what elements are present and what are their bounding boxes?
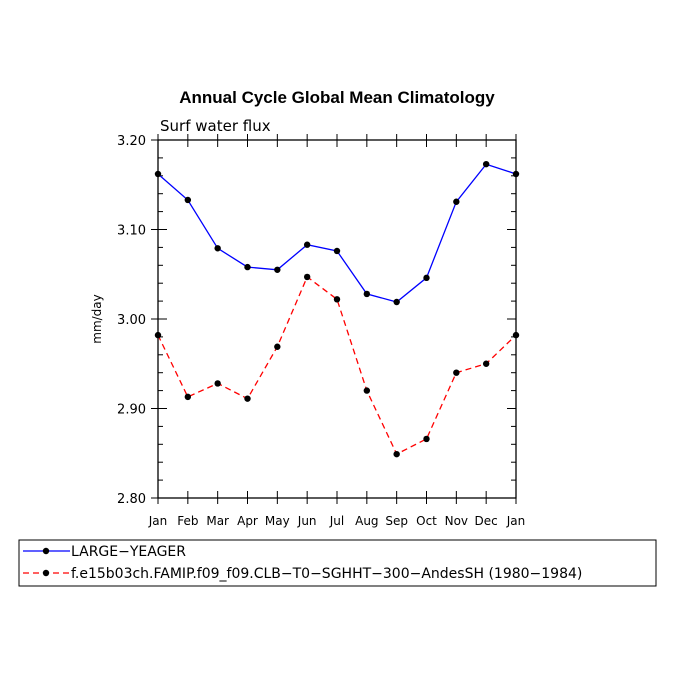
- x-tick-label: Oct: [416, 514, 437, 528]
- legend-marker-1: [42, 547, 50, 555]
- data-point: [363, 387, 371, 394]
- legend-label-2: f.e15b03ch.FAMIP.f09_f09.CLB−T0−SGHHT−30…: [71, 566, 582, 582]
- data-point: [512, 170, 520, 178]
- data-point: [393, 298, 400, 306]
- y-tick-label: 3.10: [117, 224, 146, 239]
- x-tick-labels: Jan Feb Mar Apr May Jun Jul Aug Sep Oct Nov Dec Jan: [148, 514, 526, 528]
- x-tick-label: Jun: [297, 514, 317, 528]
- y-tick-label: 3.00: [117, 313, 146, 328]
- x-tick-label: Feb: [177, 514, 198, 528]
- axis-ticks: [151, 134, 517, 504]
- legend-marker-2: [42, 569, 50, 577]
- legend-label-1: LARGE−YEAGER: [71, 544, 186, 560]
- chart-title: Annual Cycle Global Mean Climatology: [179, 88, 495, 107]
- data-point: [453, 369, 460, 376]
- x-tick-label: Jan: [506, 514, 526, 528]
- data-point: [244, 395, 251, 402]
- data-point: [214, 245, 221, 252]
- y-tick-label: 3.20: [117, 134, 146, 149]
- x-tick-label: Jan: [148, 514, 168, 528]
- y-tick-label: 2.90: [117, 403, 146, 418]
- series-lines: [154, 160, 520, 458]
- data-point: [244, 263, 251, 271]
- data-point: [274, 266, 281, 273]
- y-tick-label: 2.80: [117, 492, 146, 507]
- data-point: [393, 450, 400, 458]
- y-axis-label: mm/day: [90, 294, 104, 344]
- x-tick-label: Sep: [385, 514, 408, 528]
- chart-subtitle: Surf water flux: [160, 117, 271, 135]
- series-line-2: [157, 275, 517, 455]
- x-tick-label: Mar: [206, 514, 229, 528]
- data-point: [333, 247, 341, 255]
- x-tick-label: Jul: [329, 514, 344, 528]
- data-point: [154, 331, 162, 339]
- data-point: [303, 273, 311, 281]
- data-point: [423, 274, 430, 282]
- x-tick-label: May: [265, 514, 290, 528]
- legend-box: [18, 539, 657, 587]
- data-point: [333, 296, 341, 303]
- x-tick-label: Nov: [445, 514, 468, 528]
- data-point: [154, 170, 162, 178]
- data-point: [274, 343, 281, 350]
- series-line-1: [157, 163, 517, 303]
- legend: LARGE−YEAGER f.e15b03ch.FAMIP.f09_f09.CLB…: [23, 544, 582, 582]
- data-point: [214, 380, 221, 387]
- x-tick-label: Apr: [237, 514, 258, 528]
- data-point: [423, 435, 430, 443]
- data-point: [512, 331, 520, 339]
- data-point: [184, 393, 192, 401]
- y-tick-labels: 2.80 2.90 3.00 3.10 3.20: [117, 134, 146, 507]
- data-point: [363, 290, 371, 298]
- x-tick-label: Dec: [475, 514, 498, 528]
- data-point: [184, 196, 192, 204]
- data-point: [453, 198, 460, 205]
- data-point: [482, 160, 490, 168]
- data-point: [303, 241, 311, 248]
- data-point: [482, 360, 490, 367]
- x-tick-label: Aug: [355, 514, 378, 528]
